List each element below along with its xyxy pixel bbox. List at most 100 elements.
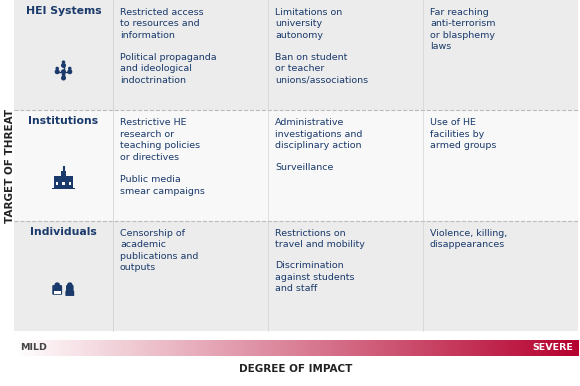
Bar (334, 340, 336, 356)
Circle shape (61, 76, 66, 81)
Bar (260, 340, 263, 356)
Bar (193, 340, 195, 356)
Circle shape (68, 67, 71, 70)
Bar (88, 340, 90, 356)
Bar (510, 340, 513, 356)
Bar (486, 340, 488, 356)
Text: Discrimination
against students
and staff: Discrimination against students and staf… (275, 261, 354, 293)
Bar (89, 340, 92, 356)
Bar (277, 340, 280, 356)
Bar (206, 340, 208, 356)
Bar (14, 110, 578, 221)
Bar (401, 340, 404, 356)
Bar (121, 340, 124, 356)
Bar (403, 340, 405, 356)
Bar (435, 340, 437, 356)
Text: DEGREE OF IMPACT: DEGREE OF IMPACT (240, 364, 353, 374)
Bar (542, 340, 545, 356)
Bar (37, 340, 39, 356)
Bar (20, 340, 22, 356)
Bar (16, 340, 18, 356)
Bar (27, 340, 30, 356)
Bar (224, 340, 227, 356)
Bar (288, 340, 291, 356)
Bar (527, 340, 530, 356)
Circle shape (55, 69, 60, 74)
Bar (567, 340, 569, 356)
Bar (497, 340, 499, 356)
Circle shape (67, 282, 72, 288)
Bar (183, 340, 186, 356)
Bar (465, 340, 467, 356)
Bar (271, 340, 274, 356)
Circle shape (61, 73, 66, 76)
Bar (339, 340, 342, 356)
Bar (368, 340, 370, 356)
Bar (136, 340, 139, 356)
Bar (244, 340, 246, 356)
Bar (306, 340, 308, 356)
Bar (211, 340, 214, 356)
Text: Far reaching
anti-terrorism
or blasphemy
laws: Far reaching anti-terrorism or blasphemy… (430, 8, 495, 51)
Bar (364, 340, 366, 356)
Bar (362, 340, 364, 356)
Bar (229, 340, 231, 356)
Bar (194, 340, 197, 356)
Bar (204, 340, 206, 356)
Bar (61, 171, 66, 178)
Bar (208, 340, 210, 356)
Bar (21, 340, 24, 356)
Bar (518, 340, 520, 356)
Bar (215, 340, 218, 356)
Bar (266, 340, 269, 356)
Bar (405, 340, 407, 356)
Bar (70, 340, 72, 356)
Bar (512, 340, 514, 356)
Bar (302, 340, 304, 356)
Bar (324, 340, 327, 356)
Bar (491, 340, 494, 356)
Bar (48, 340, 50, 356)
Bar (38, 340, 41, 356)
Bar (422, 340, 425, 356)
Bar (349, 340, 351, 356)
Text: Public media
smear campaigns: Public media smear campaigns (120, 175, 205, 196)
Bar (68, 182, 71, 185)
Bar (144, 340, 146, 356)
Circle shape (55, 282, 60, 288)
Bar (415, 340, 417, 356)
Bar (185, 340, 187, 356)
Bar (343, 340, 345, 356)
Text: Censorship of
academic
publications and
outputs: Censorship of academic publications and … (120, 229, 198, 272)
Bar (392, 340, 394, 356)
Bar (317, 340, 319, 356)
Bar (458, 340, 460, 356)
Bar (345, 340, 347, 356)
Bar (53, 340, 56, 356)
Text: Surveillance: Surveillance (275, 163, 333, 172)
Bar (198, 340, 201, 356)
Bar (369, 340, 372, 356)
Bar (467, 340, 469, 356)
Bar (119, 340, 122, 356)
Bar (138, 340, 140, 356)
Bar (437, 340, 440, 356)
Bar (557, 340, 560, 356)
Bar (388, 340, 390, 356)
Bar (200, 340, 202, 356)
Bar (249, 340, 251, 356)
Bar (176, 340, 178, 356)
Bar (400, 340, 402, 356)
Bar (223, 340, 225, 356)
Bar (140, 340, 142, 356)
Bar (100, 340, 103, 356)
Bar (232, 340, 234, 356)
Bar (123, 340, 125, 356)
Bar (563, 340, 566, 356)
Bar (300, 340, 302, 356)
Bar (287, 340, 289, 356)
Bar (484, 340, 487, 356)
Bar (433, 340, 436, 356)
Bar (82, 340, 84, 356)
Bar (253, 340, 255, 356)
